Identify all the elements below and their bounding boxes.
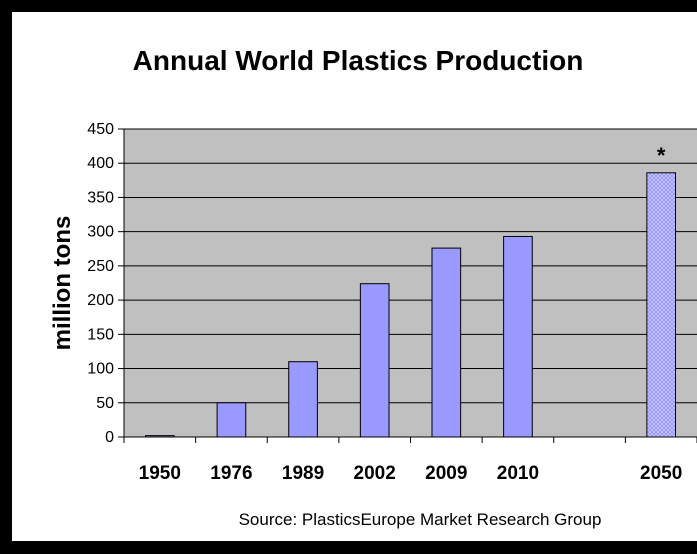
y-tick-label: 250	[87, 258, 114, 275]
x-axis: 1950 1976 1989 2002 2009 2010 2050	[123, 436, 697, 484]
gridlines	[124, 128, 697, 404]
x-category-label: 1976	[210, 463, 252, 484]
y-axis: 0 50 100 150 200 250 300 350 400 450	[87, 121, 125, 446]
bar	[288, 361, 318, 438]
bar	[503, 235, 533, 438]
y-tick-label: 200	[87, 292, 114, 309]
plot-area	[124, 129, 697, 437]
chart-frame: Annual World Plastics Production 0 50 100 1…	[12, 12, 697, 541]
bar	[431, 247, 462, 438]
chart-title: Annual World Plastics Production	[133, 45, 584, 76]
x-category-label: 2050	[640, 463, 682, 484]
bars	[144, 172, 677, 438]
y-tick-label: 50	[96, 395, 114, 412]
y-tick-label: 400	[87, 155, 114, 172]
x-category-label: 2009	[425, 463, 467, 484]
y-axis-label: million tons	[49, 216, 76, 351]
x-category-label: 2010	[497, 463, 539, 484]
source-note: Source: PlasticsEurope Market Research G…	[239, 510, 602, 529]
bar	[359, 283, 390, 438]
x-category-label: 1950	[139, 463, 181, 484]
x-category-label: 1989	[282, 463, 324, 484]
y-tick-label: 450	[87, 121, 114, 138]
y-tick-label: 350	[87, 189, 114, 206]
y-tick-label: 100	[87, 361, 114, 378]
y-tick-label: 300	[87, 224, 114, 241]
projection-annotation: *	[657, 143, 666, 168]
bar-chart: Annual World Plastics Production 0 50 100 1…	[49, 45, 697, 529]
bar-projected	[646, 172, 677, 438]
y-tick-label: 150	[87, 326, 114, 343]
y-tick-label: 0	[105, 429, 114, 446]
x-category-label: 2002	[354, 463, 396, 484]
bar	[216, 402, 247, 438]
